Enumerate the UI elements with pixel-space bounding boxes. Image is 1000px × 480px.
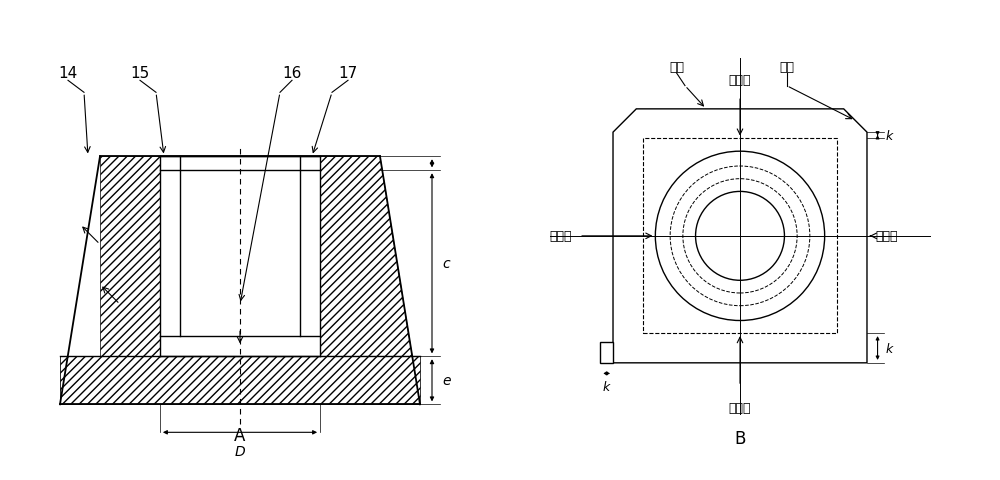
Text: 右侧壁: 右侧壁: [729, 401, 751, 414]
Polygon shape: [613, 109, 867, 363]
Polygon shape: [320, 157, 420, 405]
Text: 内侧壁: 内侧壁: [550, 230, 572, 243]
Text: A: A: [234, 426, 246, 444]
Text: k: k: [886, 130, 893, 143]
Text: 17: 17: [338, 66, 358, 81]
Text: e: e: [442, 373, 450, 387]
Text: B: B: [734, 430, 746, 447]
Polygon shape: [60, 357, 420, 405]
Text: k: k: [603, 380, 610, 393]
Polygon shape: [160, 157, 180, 171]
Text: 下边: 下边: [779, 61, 794, 74]
Text: 16: 16: [282, 66, 302, 81]
Text: 外侧壁: 外侧壁: [875, 230, 898, 243]
Polygon shape: [60, 157, 160, 405]
Text: D: D: [235, 444, 245, 458]
Polygon shape: [300, 157, 320, 171]
Polygon shape: [300, 157, 320, 336]
Text: c: c: [442, 257, 450, 271]
Text: 15: 15: [130, 66, 150, 81]
Text: 14: 14: [58, 66, 78, 81]
Polygon shape: [160, 157, 180, 336]
Text: 左侧壁: 左侧壁: [729, 73, 751, 86]
Polygon shape: [160, 336, 320, 357]
Polygon shape: [160, 157, 320, 171]
Polygon shape: [180, 157, 300, 336]
Polygon shape: [600, 342, 613, 363]
Text: 上边: 上边: [669, 61, 684, 74]
Text: k: k: [886, 342, 893, 355]
